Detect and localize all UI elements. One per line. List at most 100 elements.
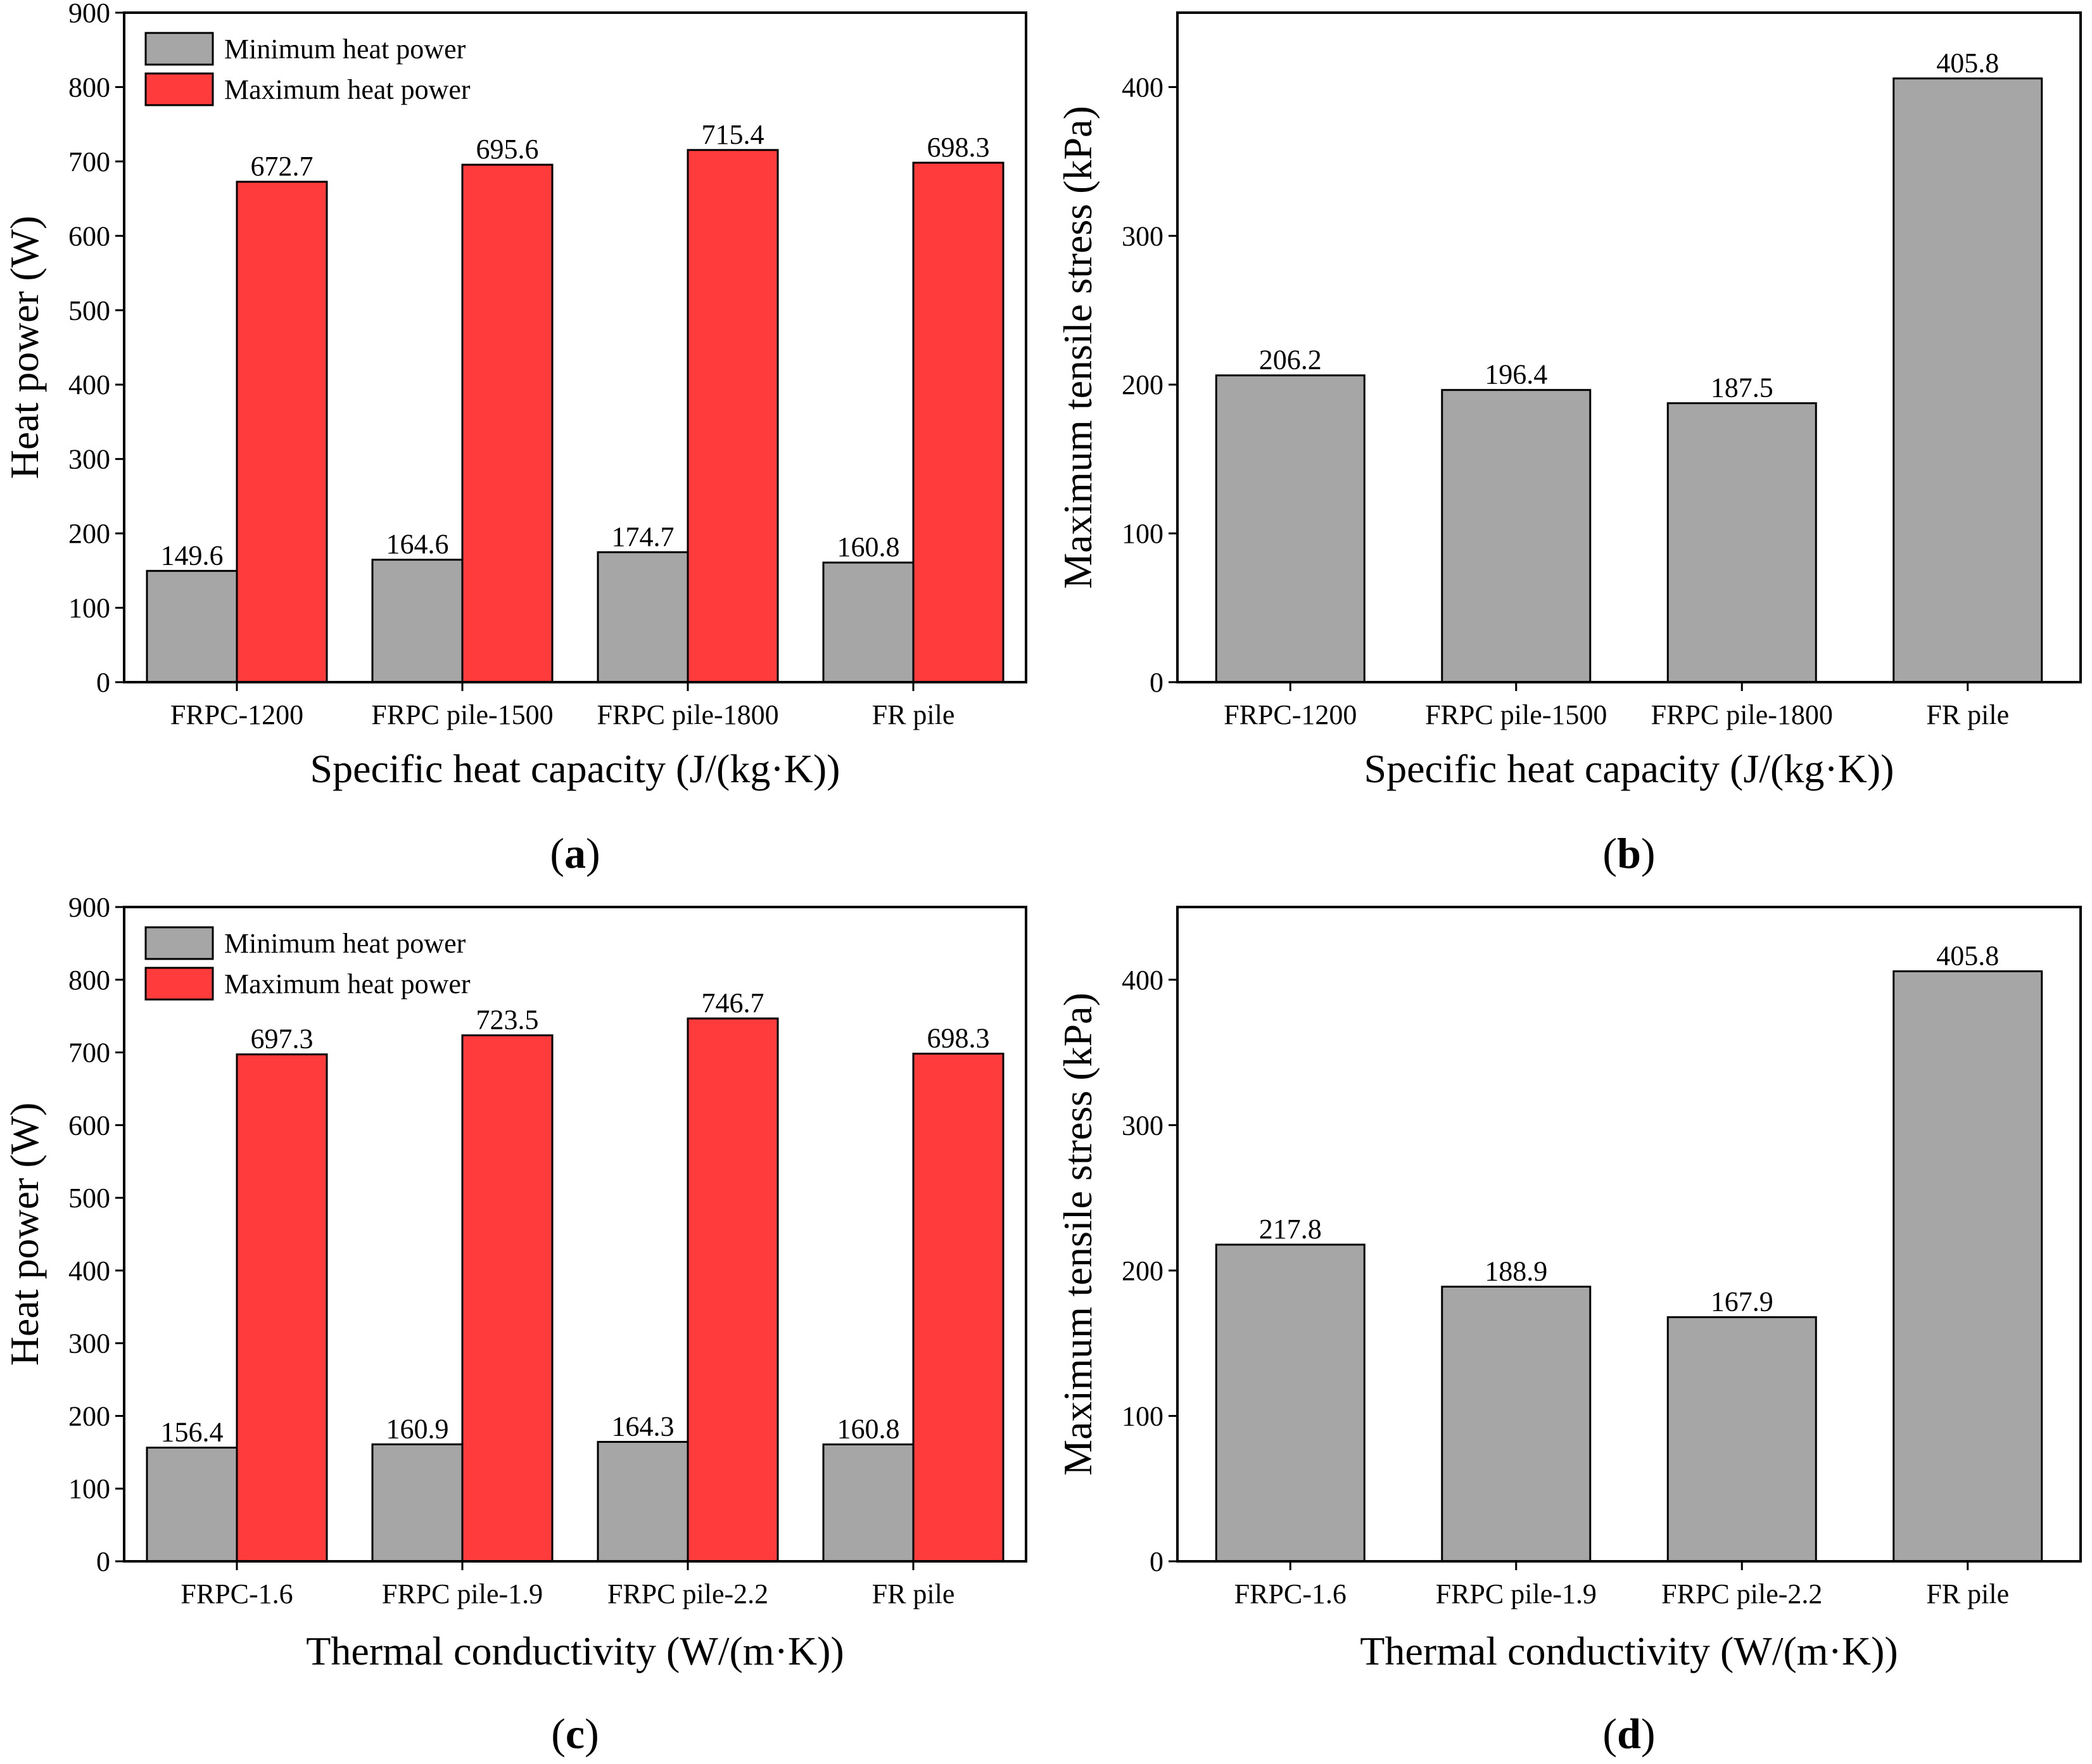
y-tick-label: 400 [68,369,110,400]
max-heat-power-bar [912,162,1005,683]
bar-value-label: 405.8 [1936,940,1999,971]
legend-label: Minimum heat power [224,34,466,65]
y-tick-label: 700 [68,146,110,177]
max-heat-power-bar [236,181,328,683]
min-heat-power-bar [146,1446,238,1563]
y-tick-label: 500 [68,1183,110,1214]
panel-caption: (d) [1602,1710,1655,1758]
plot-frame [1176,906,2082,1563]
min-heat-power-bar [371,1443,464,1563]
y-tick-label: 300 [1122,1110,1163,1141]
y-tick-label: 400 [1122,965,1163,996]
x-category-label: FRPC pile-2.2 [1661,1578,1822,1609]
min-heat-power-bar [146,569,238,683]
y-tick-label: 0 [1150,1546,1163,1577]
bar-value-label: 160.8 [837,531,900,562]
y-tick-label: 800 [68,72,110,103]
x-category-label: FR pile [1926,699,2009,730]
bar-value-label: 196.4 [1485,359,1547,390]
bar-value-label: 206.2 [1259,345,1322,376]
y-tick-label: 300 [68,1328,110,1359]
bar-value-label: 160.8 [837,1413,900,1444]
plot-frame [123,11,1027,683]
tensile-stress-bar [1892,970,2043,1563]
bar-value-label: 167.9 [1711,1286,1773,1317]
tensile-stress-bar [1666,1316,1817,1563]
y-tick-label: 400 [68,1255,110,1286]
x-category-label: FRPC pile-1500 [371,699,553,730]
bar-value-label: 174.7 [612,521,675,552]
min-heat-power-bar [371,559,464,683]
x-category-label: FRPC pile-2.2 [607,1578,768,1609]
y-tick-label: 200 [1122,369,1163,400]
y-axis-title: Heat power (W) [2,216,47,479]
chart-panel-a: 0 100 200 300 400 500 600 700 800 900 149.6 672.7 FR… [2,0,1027,877]
bar-value-label: 160.9 [386,1413,449,1444]
y-tick-label: 900 [68,892,110,923]
y-tick-label: 100 [68,593,110,624]
legend-swatch-max [144,72,214,106]
max-heat-power-bar [687,1017,779,1563]
x-category-label: FR pile [872,1578,955,1609]
y-tick-label: 800 [68,965,110,996]
y-axis-title: Maximum tensile stress (kPa) [1055,106,1100,589]
x-category-label: FRPC pile-1.9 [1436,1578,1597,1609]
min-heat-power-bar [822,1443,915,1563]
y-tick-label: 100 [1122,1400,1163,1431]
chart-panel-b: 0 100 200 300 400 206.2 FRPC-1200 196.4 FRPC pil… [1055,11,2082,877]
y-axis-title: Maximum tensile stress (kPa) [1055,993,1100,1476]
x-category-label: FRPC pile-1800 [1651,699,1833,730]
bar-value-label: 723.5 [476,1005,539,1036]
y-tick-label: 0 [1150,667,1163,698]
legend-swatch-min [144,926,214,960]
bar-value-label: 156.4 [161,1416,224,1447]
y-tick-label: 900 [68,0,110,29]
legend-label: Minimum heat power [224,928,466,959]
chart-panel-d: 0 100 200 300 400 217.8 FRPC-1.6 188.9 FRPC pile… [1055,906,2082,1758]
bar-value-label: 698.3 [927,132,990,163]
x-category-label: FRPC-1.6 [1234,1578,1347,1609]
legend-swatch-max [144,967,214,1001]
tensile-stress-bar [1215,1243,1366,1563]
y-tick-label: 600 [68,1110,110,1141]
min-heat-power-bar [822,561,915,683]
legend-label: Maximum heat power [224,74,471,105]
bar-value-label: 188.9 [1485,1255,1547,1286]
bar-value-label: 164.3 [612,1411,675,1442]
x-category-label: FRPC pile-1.9 [382,1578,543,1609]
tensile-stress-bar [1441,389,1592,683]
y-axis-title: Heat power (W) [2,1103,47,1366]
x-category-label: FRPC-1200 [170,699,303,730]
bar-value-label: 187.5 [1711,372,1773,403]
y-tick-label: 200 [68,1400,110,1431]
tensile-stress-bar [1892,77,2043,683]
bar-value-label: 695.6 [476,134,539,165]
x-axis-title: Thermal conductivity (W/(m·K)) [306,1628,844,1673]
x-axis-title: Specific heat capacity (J/(kg·K)) [1364,746,1894,791]
bar-value-label: 697.3 [251,1024,314,1055]
panel-caption: (c) [551,1710,599,1758]
panel-letter: a [564,829,586,877]
max-heat-power-bar [912,1053,1005,1563]
panel-letter: c [566,1710,585,1758]
bar-value-label: 672.7 [251,151,314,182]
x-category-label: FRPC pile-1800 [597,699,778,730]
bar-value-label: 746.7 [702,987,764,1018]
x-category-label: FRPC-1200 [1224,699,1357,730]
y-tick-label: 300 [1122,220,1163,251]
x-axis-title: Specific heat capacity (J/(kg·K)) [310,746,840,791]
panel-caption: (a) [550,829,600,877]
max-heat-power-bar [236,1053,328,1563]
y-tick-label: 100 [68,1473,110,1504]
panel-letter: d [1617,1710,1641,1758]
x-category-label: FRPC-1.6 [181,1578,293,1609]
y-tick-label: 200 [68,518,110,549]
tensile-stress-bar [1666,402,1817,683]
chart-panel-c: 0 100 200 300 400 500 600 700 800 900 156.4 697.3 FR… [2,892,1027,1758]
y-tick-label: 0 [96,1546,110,1577]
plot-frame [123,906,1027,1563]
y-tick-label: 500 [68,295,110,326]
y-tick-label: 700 [68,1037,110,1069]
y-tick-label: 0 [96,667,110,698]
